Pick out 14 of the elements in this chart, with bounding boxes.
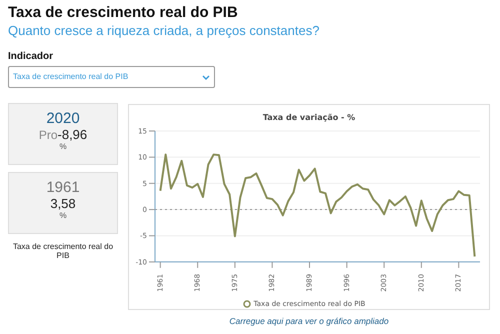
text: Pro — [38, 128, 58, 142]
text: 3,58 — [49, 196, 77, 211]
text: Quanto cresce a riqueza criada, a preços constantes? — [8, 23, 320, 38]
text: % — [58, 211, 68, 220]
text: Taxa de crescimento real do PIB — [12, 242, 114, 260]
text: Taxa de crescimento real do PIB — [8, 4, 238, 21]
text: % — [58, 142, 68, 151]
text: Carregue aqui para ver o gráfico ampliado — [228, 316, 390, 326]
text: 1961 — [45, 179, 81, 196]
line-series — [159, 154, 476, 258]
chart-title: Taxa de variação - % — [262, 113, 356, 122]
text: 2020 — [45, 110, 81, 127]
text: Taxa de crescimento real do PIB — [13, 72, 128, 81]
text: Indicador — [8, 51, 54, 62]
